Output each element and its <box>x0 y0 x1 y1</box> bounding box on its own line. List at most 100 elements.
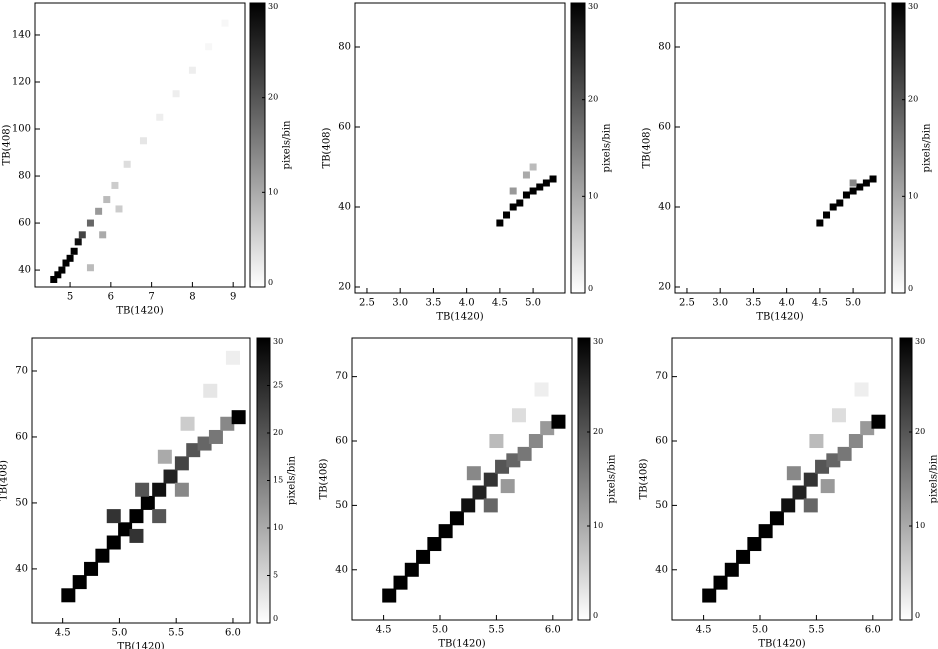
cell <box>74 238 82 246</box>
cell <box>188 66 196 74</box>
x-tick-label: 4.5 <box>492 298 508 309</box>
y-tick-label: 80 <box>18 171 31 182</box>
x-tick-label: 4.0 <box>459 298 475 309</box>
colorbar-tick-label: 30 <box>273 337 283 346</box>
x-tick-label: 5 <box>67 292 73 303</box>
colorbar-tick-label: 20 <box>915 427 925 436</box>
colorbar-tick-label: 10 <box>593 521 603 530</box>
y-tick-label: 80 <box>338 42 351 53</box>
cell <box>842 191 850 199</box>
cell <box>511 408 526 423</box>
cell <box>186 443 201 458</box>
colorbar-tick-label: 20 <box>268 93 278 102</box>
y-tick-label: 120 <box>12 76 31 87</box>
y-axis-label: TB(408) <box>319 458 330 499</box>
colorbar-tick-label: 30 <box>915 337 925 346</box>
x-tick-label: 2.5 <box>359 298 375 309</box>
cell <box>826 453 841 468</box>
cell <box>180 416 195 431</box>
x-tick-label: 3.5 <box>425 298 441 309</box>
y-tick-label: 70 <box>335 371 348 382</box>
cell <box>61 588 76 603</box>
cell <box>758 524 773 539</box>
cell <box>509 187 517 195</box>
colorbar-tick-label: 30 <box>588 2 598 11</box>
colorbar-tick-label: 0 <box>273 614 278 623</box>
x-tick-label: 4.5 <box>376 625 392 636</box>
cell <box>803 472 818 487</box>
cell <box>221 19 229 27</box>
colorbar <box>570 2 586 294</box>
cell <box>197 436 212 451</box>
plot-frame <box>31 337 251 624</box>
cell <box>438 524 453 539</box>
colorbar-tick-label: 30 <box>908 2 918 11</box>
cell <box>489 434 504 449</box>
cell <box>203 383 218 398</box>
cell <box>103 196 111 204</box>
x-tick-label: 5.5 <box>808 625 824 636</box>
cell <box>713 575 728 590</box>
cell <box>86 264 94 272</box>
cell <box>449 511 464 526</box>
cell <box>483 498 498 513</box>
y-tick-label: 20 <box>338 282 351 293</box>
cell <box>495 459 510 474</box>
y-axis-label: TB(408) <box>322 127 333 168</box>
cell <box>506 453 521 468</box>
y-tick-label: 100 <box>12 124 31 135</box>
y-axis-label: TB(408) <box>642 127 653 168</box>
cell <box>54 271 62 279</box>
cell <box>152 509 167 524</box>
cell <box>135 482 150 497</box>
x-tick-label: 3.0 <box>392 298 408 309</box>
cell <box>111 181 119 189</box>
y-tick-label: 140 <box>12 29 31 40</box>
cell <box>483 472 498 487</box>
y-tick-label: 60 <box>18 218 31 229</box>
x-tick-label: 3.5 <box>745 298 761 309</box>
cell <box>551 414 566 429</box>
cell <box>809 434 824 449</box>
y-tick-label: 40 <box>15 563 28 574</box>
cell <box>522 191 530 199</box>
colorbar-tick-label: 0 <box>268 278 273 287</box>
cell <box>152 482 167 497</box>
plot-frame <box>354 2 566 294</box>
colorbar-tick-label: 10 <box>915 521 925 530</box>
cell <box>522 171 530 179</box>
colorbar-label: pixels/bin <box>929 454 938 503</box>
cell <box>95 207 103 215</box>
cell <box>382 588 397 603</box>
cell <box>225 350 240 365</box>
cell <box>792 485 807 500</box>
colorbar-tick-label: 5 <box>273 571 278 580</box>
cell <box>140 495 155 510</box>
cell <box>123 160 131 168</box>
cell <box>529 187 537 195</box>
cell <box>702 588 717 603</box>
cell <box>769 511 784 526</box>
cell <box>517 446 532 461</box>
cell <box>516 199 524 207</box>
y-tick-label: 80 <box>658 42 671 53</box>
x-tick-label: 5.0 <box>111 628 127 639</box>
cells <box>816 175 877 227</box>
cell <box>72 575 87 590</box>
cell <box>823 211 831 219</box>
cell <box>106 535 121 550</box>
cell <box>786 466 801 481</box>
x-tick-label: 4.5 <box>812 298 828 309</box>
y-tick-label: 50 <box>655 500 668 511</box>
cell <box>540 421 555 436</box>
plot-frame <box>34 2 246 288</box>
x-tick-label: 6.0 <box>225 628 241 639</box>
cell <box>157 449 172 464</box>
colorbar-tick-label: 10 <box>588 191 598 200</box>
cell <box>534 382 549 397</box>
cell <box>549 175 557 183</box>
cell <box>205 43 213 51</box>
y-axis-label: TB(408) <box>639 458 650 499</box>
colorbar <box>899 337 913 621</box>
